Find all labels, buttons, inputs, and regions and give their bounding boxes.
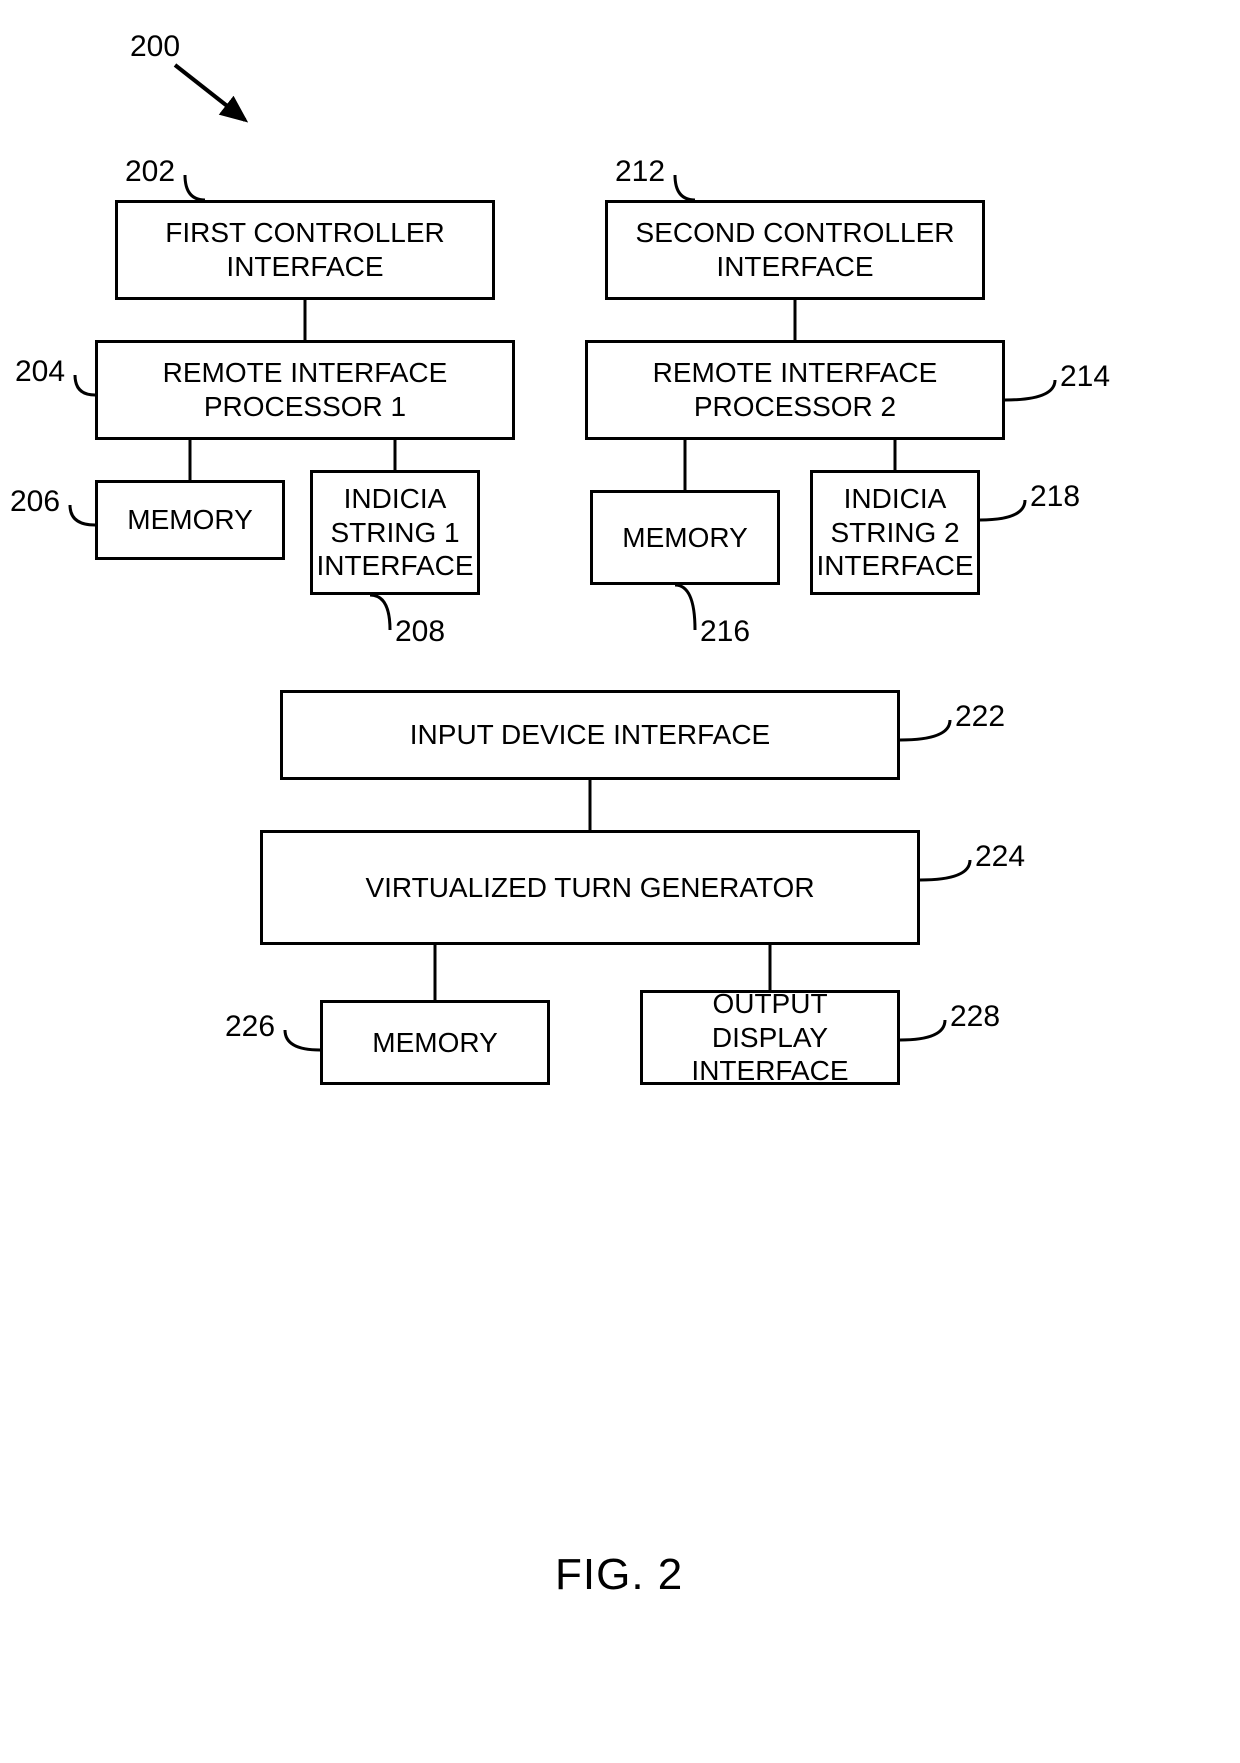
box-memory-2: MEMORY xyxy=(590,490,780,585)
box-remote-interface-processor-2: REMOTE INTERFACEPROCESSOR 2 xyxy=(585,340,1005,440)
box-text: MEMORY xyxy=(372,1026,498,1060)
ref-218: 218 xyxy=(1030,480,1080,514)
box-indicia-string-1-interface: INDICIASTRING 1INTERFACE xyxy=(310,470,480,595)
ref-212: 212 xyxy=(615,155,665,189)
figure-caption: FIG. 2 xyxy=(555,1550,683,1600)
box-text: INDICIASTRING 2INTERFACE xyxy=(816,482,973,583)
ref-222: 222 xyxy=(955,700,1005,734)
box-text: VIRTUALIZED TURN GENERATOR xyxy=(365,871,814,905)
box-text: MEMORY xyxy=(127,503,253,537)
ref-228: 228 xyxy=(950,1000,1000,1034)
ref-208: 208 xyxy=(395,615,445,649)
box-second-controller-interface: SECOND CONTROLLERINTERFACE xyxy=(605,200,985,300)
box-text: FIRST CONTROLLERINTERFACE xyxy=(165,216,445,283)
box-virtualized-turn-generator: VIRTUALIZED TURN GENERATOR xyxy=(260,830,920,945)
box-memory-3: MEMORY xyxy=(320,1000,550,1085)
ref-216: 216 xyxy=(700,615,750,649)
box-text: REMOTE INTERFACEPROCESSOR 2 xyxy=(653,356,938,423)
box-text: MEMORY xyxy=(622,521,748,555)
box-text: INDICIASTRING 1INTERFACE xyxy=(316,482,473,583)
box-remote-interface-processor-1: REMOTE INTERFACEPROCESSOR 1 xyxy=(95,340,515,440)
ref-226: 226 xyxy=(225,1010,275,1044)
box-indicia-string-2-interface: INDICIASTRING 2INTERFACE xyxy=(810,470,980,595)
ref-204: 204 xyxy=(15,355,65,389)
box-input-device-interface: INPUT DEVICE INTERFACE xyxy=(280,690,900,780)
box-text: REMOTE INTERFACEPROCESSOR 1 xyxy=(163,356,448,423)
box-text: SECOND CONTROLLERINTERFACE xyxy=(636,216,955,283)
box-output-display-interface: OUTPUT DISPLAYINTERFACE xyxy=(640,990,900,1085)
ref-202: 202 xyxy=(125,155,175,189)
ref-206: 206 xyxy=(10,485,60,519)
box-first-controller-interface: FIRST CONTROLLERINTERFACE xyxy=(115,200,495,300)
ref-224: 224 xyxy=(975,840,1025,874)
ref-214: 214 xyxy=(1060,360,1110,394)
box-memory-1: MEMORY xyxy=(95,480,285,560)
box-text: INPUT DEVICE INTERFACE xyxy=(410,718,770,752)
ref-200: 200 xyxy=(130,30,180,64)
box-text: OUTPUT DISPLAYINTERFACE xyxy=(651,987,889,1088)
